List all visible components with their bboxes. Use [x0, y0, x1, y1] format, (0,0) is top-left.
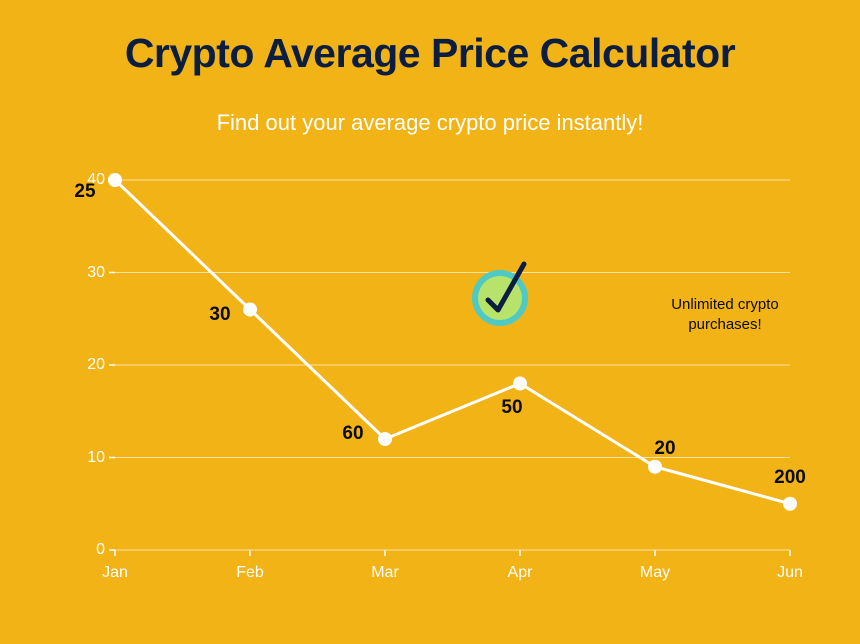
x-axis-tick-label: Jan — [85, 564, 145, 582]
page-root: Crypto Average Price Calculator Find out… — [0, 0, 860, 644]
data-point-label: 50 — [501, 397, 522, 419]
y-axis-tick-label: 0 — [65, 541, 105, 559]
data-point-label: 200 — [774, 467, 806, 489]
callout-text: Unlimited crypto purchases! — [640, 295, 810, 334]
y-axis-tick-label: 30 — [65, 264, 105, 282]
page-subtitle: Find out your average crypto price insta… — [0, 110, 860, 136]
y-axis-tick-label: 20 — [65, 356, 105, 374]
page-title: Crypto Average Price Calculator — [0, 30, 860, 77]
line-chart: 010203040JanFebMarAprMayJun2530605020200 — [60, 170, 800, 600]
x-axis-tick-label: Apr — [490, 564, 550, 582]
data-point-label: 25 — [74, 181, 95, 203]
x-axis-tick-label: May — [625, 564, 685, 582]
checkmark-icon — [457, 247, 543, 343]
data-point-label: 20 — [654, 438, 675, 460]
data-point-label: 30 — [209, 304, 230, 326]
x-axis-tick-label: Mar — [355, 564, 415, 582]
data-point-label: 60 — [342, 423, 363, 445]
x-axis-tick-label: Feb — [220, 564, 280, 582]
chart-svg — [60, 170, 800, 600]
y-axis-tick-label: 10 — [65, 449, 105, 467]
checkmark-badge — [457, 247, 543, 348]
x-axis-tick-label: Jun — [760, 564, 820, 582]
